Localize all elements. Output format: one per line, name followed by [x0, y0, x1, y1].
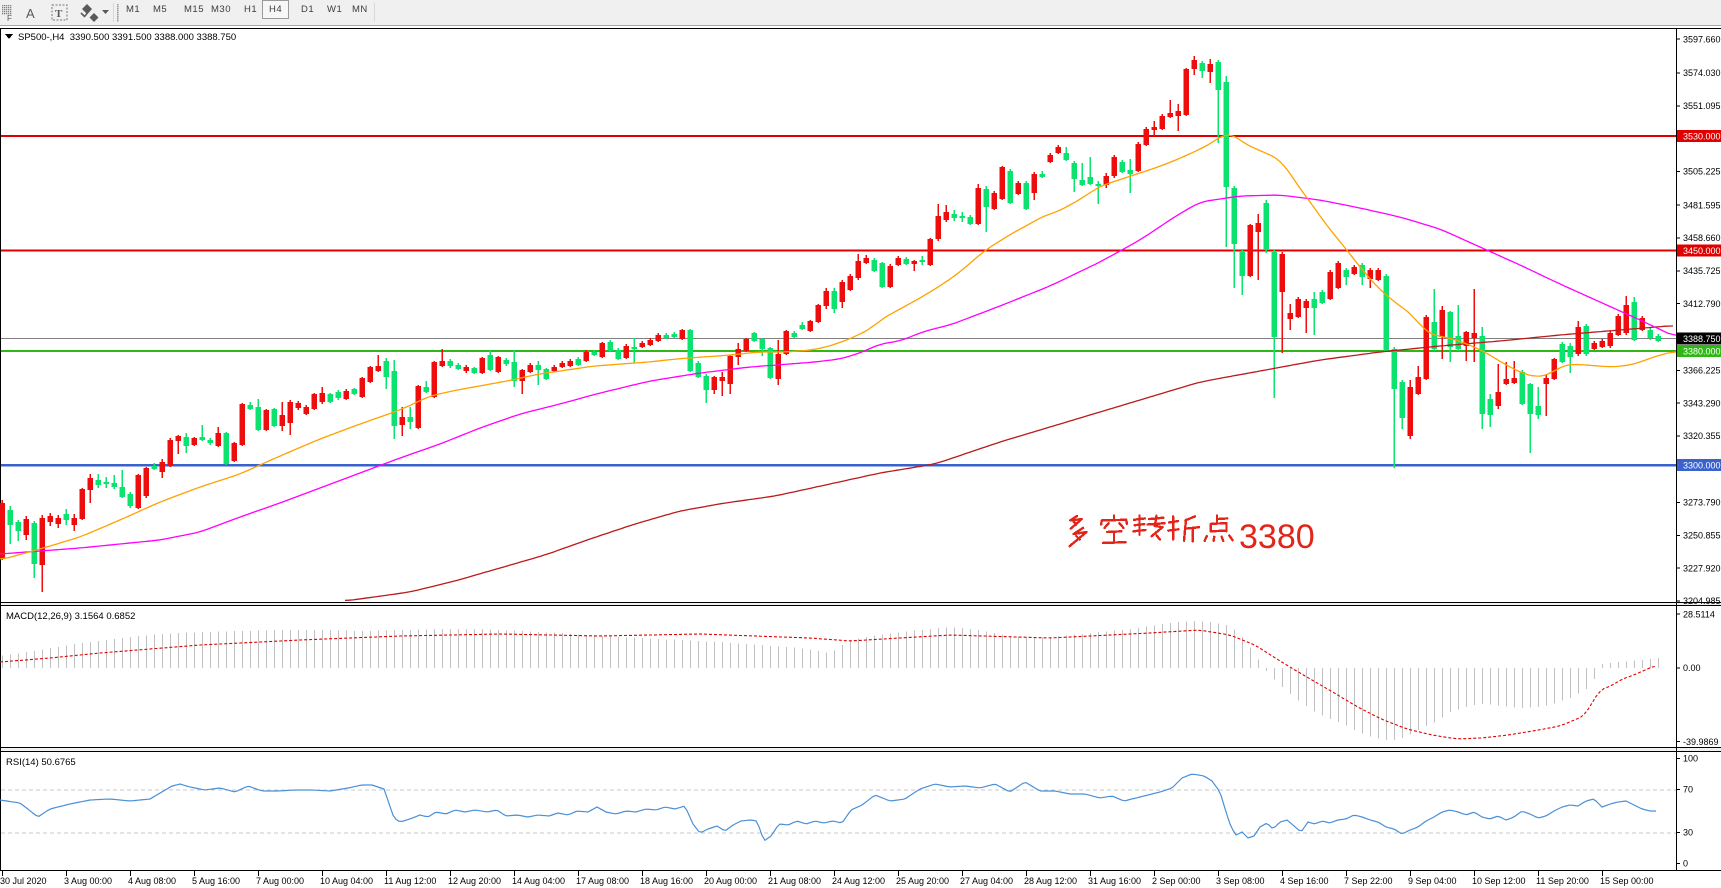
- svg-text:3380: 3380: [1239, 518, 1315, 556]
- svg-text:30 Jul 2020: 30 Jul 2020: [0, 876, 47, 886]
- svg-text:MACD(12,26,9) 3.1564 0.6852: MACD(12,26,9) 3.1564 0.6852: [6, 611, 135, 622]
- svg-text:5 Aug 16:00: 5 Aug 16:00: [192, 876, 240, 886]
- svg-text:30: 30: [1683, 828, 1693, 838]
- svg-text:3458.660: 3458.660: [1683, 233, 1721, 243]
- svg-text:SP500-,H4 3390.500 3391.500 3: SP500-,H4 3390.500 3391.500 3388.000 338…: [18, 32, 236, 43]
- svg-text:27 Aug 04:00: 27 Aug 04:00: [960, 876, 1013, 886]
- svg-text:3320.355: 3320.355: [1683, 431, 1721, 441]
- svg-text:21 Aug 08:00: 21 Aug 08:00: [768, 876, 821, 886]
- svg-text:11 Sep 20:00: 11 Sep 20:00: [1536, 876, 1589, 886]
- svg-text:18 Aug 16:00: 18 Aug 16:00: [640, 876, 693, 886]
- svg-text:20 Aug 00:00: 20 Aug 00:00: [704, 876, 757, 886]
- svg-text:A: A: [26, 6, 35, 21]
- svg-text:14 Aug 04:00: 14 Aug 04:00: [512, 876, 565, 886]
- svg-text:0: 0: [1683, 859, 1688, 869]
- svg-text:3 Aug 00:00: 3 Aug 00:00: [64, 876, 112, 886]
- svg-text:3435.725: 3435.725: [1683, 266, 1721, 276]
- svg-text:3530.000: 3530.000: [1683, 132, 1721, 142]
- svg-text:9 Sep 04:00: 9 Sep 04:00: [1408, 876, 1457, 886]
- svg-text:31 Aug 16:00: 31 Aug 16:00: [1088, 876, 1141, 886]
- svg-text:F: F: [7, 14, 12, 23]
- svg-text:3412.790: 3412.790: [1683, 299, 1721, 309]
- svg-text:0.00: 0.00: [1683, 663, 1701, 673]
- svg-text:3481.595: 3481.595: [1683, 200, 1721, 210]
- svg-text:28 Aug 12:00: 28 Aug 12:00: [1024, 876, 1077, 886]
- svg-text:3343.290: 3343.290: [1683, 398, 1721, 408]
- svg-text:3204.985: 3204.985: [1683, 596, 1721, 606]
- svg-text:3227.920: 3227.920: [1683, 563, 1721, 573]
- svg-text:4 Aug 08:00: 4 Aug 08:00: [128, 876, 176, 886]
- svg-text:12 Aug 20:00: 12 Aug 20:00: [448, 876, 501, 886]
- svg-text:10 Sep 12:00: 10 Sep 12:00: [1472, 876, 1526, 886]
- svg-text:100: 100: [1683, 754, 1698, 764]
- svg-text:3366.225: 3366.225: [1683, 366, 1721, 376]
- svg-text:11 Aug 12:00: 11 Aug 12:00: [384, 876, 436, 886]
- svg-text:15 Sep 00:00: 15 Sep 00:00: [1600, 876, 1654, 886]
- svg-text:3574.030: 3574.030: [1683, 68, 1721, 78]
- svg-text:3250.855: 3250.855: [1683, 531, 1721, 541]
- svg-text:24 Aug 12:00: 24 Aug 12:00: [832, 876, 885, 886]
- svg-text:3597.660: 3597.660: [1683, 34, 1721, 44]
- svg-text:2 Sep 00:00: 2 Sep 00:00: [1152, 876, 1201, 886]
- svg-text:10 Aug 04:00: 10 Aug 04:00: [320, 876, 373, 886]
- svg-text:3388.750: 3388.750: [1683, 334, 1721, 344]
- svg-text:3 Sep 08:00: 3 Sep 08:00: [1216, 876, 1265, 886]
- svg-text:T: T: [55, 8, 63, 20]
- svg-text:-39.9869: -39.9869: [1683, 737, 1719, 747]
- svg-text:70: 70: [1683, 785, 1693, 795]
- svg-text:7 Sep 22:00: 7 Sep 22:00: [1344, 876, 1393, 886]
- svg-text:3505.225: 3505.225: [1683, 167, 1721, 177]
- svg-text:3380.000: 3380.000: [1683, 347, 1721, 357]
- svg-text:4 Sep 16:00: 4 Sep 16:00: [1280, 876, 1329, 886]
- svg-text:3551.095: 3551.095: [1683, 101, 1721, 111]
- svg-text:28.5114: 28.5114: [1683, 609, 1715, 619]
- svg-text:3450.000: 3450.000: [1683, 246, 1721, 256]
- svg-text:3300.000: 3300.000: [1683, 461, 1721, 471]
- svg-text:17 Aug 08:00: 17 Aug 08:00: [576, 876, 629, 886]
- svg-text:RSI(14) 50.6765: RSI(14) 50.6765: [6, 757, 76, 768]
- svg-text:7 Aug 00:00: 7 Aug 00:00: [256, 876, 304, 886]
- svg-text:3273.790: 3273.790: [1683, 498, 1721, 508]
- svg-text:25 Aug 20:00: 25 Aug 20:00: [896, 876, 949, 886]
